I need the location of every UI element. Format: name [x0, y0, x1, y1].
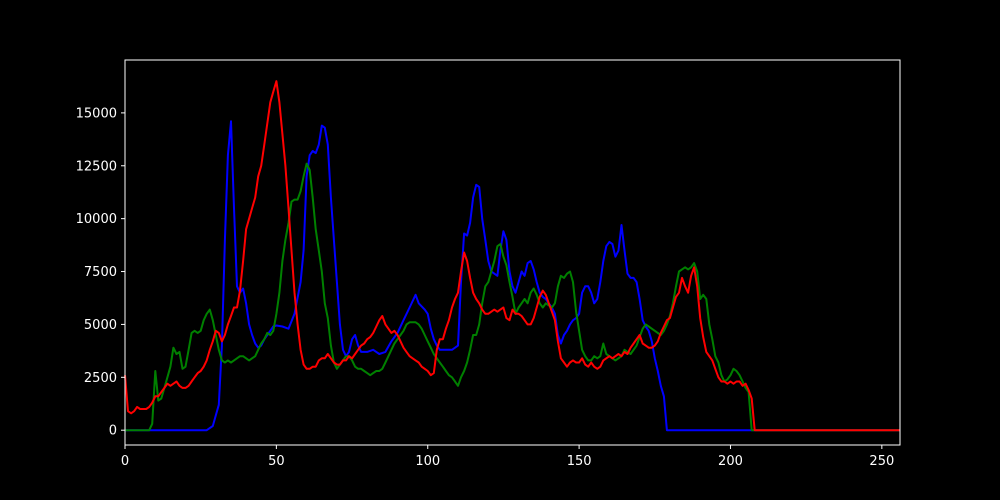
x-tick-label: 200 [718, 454, 743, 469]
x-tick-label: 0 [121, 454, 129, 469]
x-tick-label: 150 [567, 454, 592, 469]
axis-ticks: 0 50 100 150 200 2500250050007500100001250015… [76, 106, 895, 469]
axes-frame [124, 59, 901, 446]
y-tick-label: 2500 [84, 371, 117, 386]
series-line-1 [125, 162, 900, 432]
series-line-2 [124, 80, 900, 432]
y-tick-label: 0 [109, 424, 117, 439]
x-tick-label: 250 [869, 454, 894, 469]
y-tick-label: 7500 [84, 265, 117, 280]
x-tick-label: 100 [415, 454, 440, 469]
y-tick-label: 10000 [76, 212, 117, 227]
series-line-0 [125, 120, 900, 432]
y-tick-label: 15000 [76, 106, 117, 121]
y-tick-label: 12500 [76, 159, 117, 174]
x-tick-label: 50 [268, 454, 285, 469]
plot-area [124, 80, 900, 432]
y-tick-label: 5000 [84, 318, 117, 333]
